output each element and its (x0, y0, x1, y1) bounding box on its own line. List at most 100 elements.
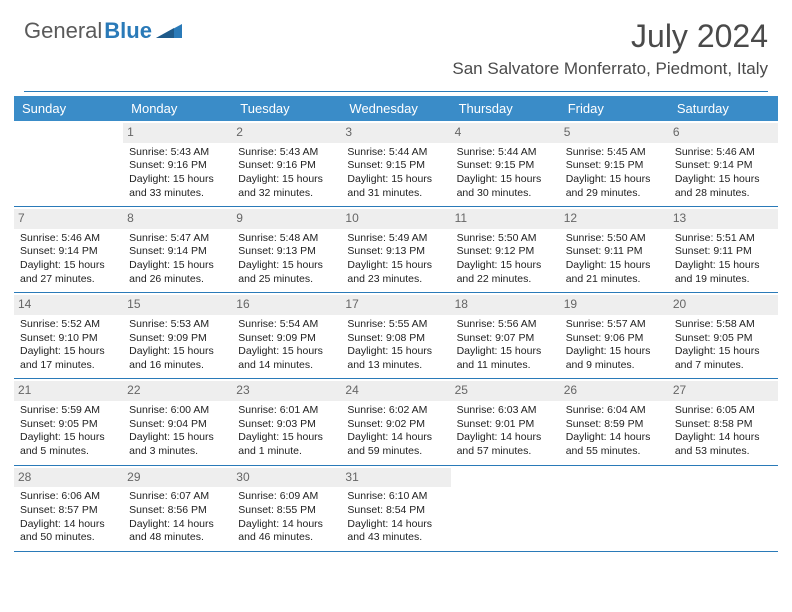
day-number: 6 (669, 123, 778, 143)
day-detail-line: Sunrise: 5:44 AM (347, 146, 444, 160)
day-detail-line: Daylight: 14 hours (20, 518, 117, 532)
day-detail-line: Daylight: 15 hours (238, 259, 335, 273)
day-detail-line: Sunset: 8:54 PM (347, 504, 444, 518)
day-detail-line: Sunrise: 5:53 AM (129, 318, 226, 332)
day-detail-line: and 9 minutes. (566, 359, 663, 373)
day-number: 12 (560, 209, 669, 229)
day-number: 1 (123, 123, 232, 143)
day-number: 13 (669, 209, 778, 229)
day-number: 27 (669, 381, 778, 401)
day-detail-line: Sunset: 9:11 PM (566, 245, 663, 259)
day-8: 8Sunrise: 5:47 AMSunset: 9:14 PMDaylight… (123, 207, 232, 292)
week-row: 28Sunrise: 6:06 AMSunset: 8:57 PMDayligh… (14, 466, 778, 552)
day-number: 4 (451, 123, 560, 143)
day-detail-line: and 13 minutes. (347, 359, 444, 373)
day-number: 3 (341, 123, 450, 143)
day-detail-line: Sunrise: 5:46 AM (20, 232, 117, 246)
day-detail-line: Daylight: 15 hours (566, 259, 663, 273)
day-detail-line: Sunrise: 5:43 AM (129, 146, 226, 160)
day-detail-line: Daylight: 14 hours (347, 518, 444, 532)
day-detail-line: Sunrise: 5:57 AM (566, 318, 663, 332)
day-detail-line: Sunrise: 6:04 AM (566, 404, 663, 418)
day-detail-line: Daylight: 14 hours (675, 431, 772, 445)
day-detail-line: Sunset: 9:15 PM (347, 159, 444, 173)
day-2: 2Sunrise: 5:43 AMSunset: 9:16 PMDaylight… (232, 121, 341, 206)
day-detail-line: Sunrise: 6:00 AM (129, 404, 226, 418)
day-detail-line: Daylight: 15 hours (129, 259, 226, 273)
day-detail-line: Daylight: 15 hours (457, 173, 554, 187)
day-detail-line: and 55 minutes. (566, 445, 663, 459)
day-detail-line: Sunset: 8:57 PM (20, 504, 117, 518)
day-detail-line: Sunset: 8:58 PM (675, 418, 772, 432)
day-detail-line: and 25 minutes. (238, 273, 335, 287)
logo-text-blue: Blue (104, 18, 152, 44)
day-detail-line: and 30 minutes. (457, 187, 554, 201)
week-row: 21Sunrise: 5:59 AMSunset: 9:05 PMDayligh… (14, 379, 778, 465)
day-number: 18 (451, 295, 560, 315)
day-detail-line: and 50 minutes. (20, 531, 117, 545)
day-detail-line: Sunset: 8:55 PM (238, 504, 335, 518)
day-detail-line: Sunset: 9:16 PM (129, 159, 226, 173)
day-empty (451, 466, 560, 551)
day-detail-line: Sunrise: 5:51 AM (675, 232, 772, 246)
day-detail-line: Sunrise: 5:43 AM (238, 146, 335, 160)
day-detail-line: and 26 minutes. (129, 273, 226, 287)
day-detail-line: and 43 minutes. (347, 531, 444, 545)
day-detail-line: and 21 minutes. (566, 273, 663, 287)
day-detail-line: Daylight: 14 hours (238, 518, 335, 532)
day-detail-line: Daylight: 15 hours (20, 431, 117, 445)
day-detail-line: Sunset: 9:14 PM (129, 245, 226, 259)
day-detail-line: Daylight: 15 hours (238, 345, 335, 359)
day-number: 8 (123, 209, 232, 229)
day-detail-line: Sunrise: 5:58 AM (675, 318, 772, 332)
day-detail-line: Sunrise: 6:09 AM (238, 490, 335, 504)
day-5: 5Sunrise: 5:45 AMSunset: 9:15 PMDaylight… (560, 121, 669, 206)
day-24: 24Sunrise: 6:02 AMSunset: 9:02 PMDayligh… (341, 379, 450, 464)
weekday-monday: Monday (123, 96, 232, 121)
day-detail-line: and 17 minutes. (20, 359, 117, 373)
header: GeneralBlue July 2024 San Salvatore Monf… (0, 0, 792, 91)
day-number: 22 (123, 381, 232, 401)
day-detail-line: Sunrise: 5:52 AM (20, 318, 117, 332)
day-18: 18Sunrise: 5:56 AMSunset: 9:07 PMDayligh… (451, 293, 560, 378)
weekday-wednesday: Wednesday (341, 96, 450, 121)
day-1: 1Sunrise: 5:43 AMSunset: 9:16 PMDaylight… (123, 121, 232, 206)
day-detail-line: and 31 minutes. (347, 187, 444, 201)
day-detail-line: Sunset: 9:15 PM (457, 159, 554, 173)
day-detail-line: and 11 minutes. (457, 359, 554, 373)
day-19: 19Sunrise: 5:57 AMSunset: 9:06 PMDayligh… (560, 293, 669, 378)
day-number: 28 (14, 468, 123, 488)
week-row: 1Sunrise: 5:43 AMSunset: 9:16 PMDaylight… (14, 121, 778, 207)
day-detail-line: Daylight: 15 hours (347, 259, 444, 273)
day-detail-line: Sunrise: 5:49 AM (347, 232, 444, 246)
day-21: 21Sunrise: 5:59 AMSunset: 9:05 PMDayligh… (14, 379, 123, 464)
week-row: 7Sunrise: 5:46 AMSunset: 9:14 PMDaylight… (14, 207, 778, 293)
day-empty (669, 466, 778, 551)
week-row: 14Sunrise: 5:52 AMSunset: 9:10 PMDayligh… (14, 293, 778, 379)
day-20: 20Sunrise: 5:58 AMSunset: 9:05 PMDayligh… (669, 293, 778, 378)
day-detail-line: and 33 minutes. (129, 187, 226, 201)
day-detail-line: Sunset: 9:09 PM (238, 332, 335, 346)
day-12: 12Sunrise: 5:50 AMSunset: 9:11 PMDayligh… (560, 207, 669, 292)
day-detail-line: and 57 minutes. (457, 445, 554, 459)
day-17: 17Sunrise: 5:55 AMSunset: 9:08 PMDayligh… (341, 293, 450, 378)
day-detail-line: and 28 minutes. (675, 187, 772, 201)
day-detail-line: Sunrise: 6:05 AM (675, 404, 772, 418)
day-detail-line: Daylight: 15 hours (238, 431, 335, 445)
month-title: July 2024 (452, 18, 768, 55)
day-detail-line: Sunset: 9:14 PM (675, 159, 772, 173)
day-detail-line: and 16 minutes. (129, 359, 226, 373)
day-27: 27 Sunrise: 6:05 AMSunset: 8:58 PMDayligh… (669, 379, 778, 464)
day-detail-line: Sunset: 9:14 PM (20, 245, 117, 259)
day-detail-line: and 3 minutes. (129, 445, 226, 459)
day-detail-line: Sunset: 9:03 PM (238, 418, 335, 432)
day-detail-line: Sunset: 9:01 PM (457, 418, 554, 432)
weeks-container: 1Sunrise: 5:43 AMSunset: 9:16 PMDaylight… (14, 121, 778, 552)
day-number: 10 (341, 209, 450, 229)
day-detail-line: Sunrise: 6:07 AM (129, 490, 226, 504)
day-15: 15Sunrise: 5:53 AMSunset: 9:09 PMDayligh… (123, 293, 232, 378)
day-detail-line: Sunrise: 5:55 AM (347, 318, 444, 332)
day-number: 29 (123, 468, 232, 488)
day-number: 5 (560, 123, 669, 143)
day-4: 4Sunrise: 5:44 AMSunset: 9:15 PMDaylight… (451, 121, 560, 206)
